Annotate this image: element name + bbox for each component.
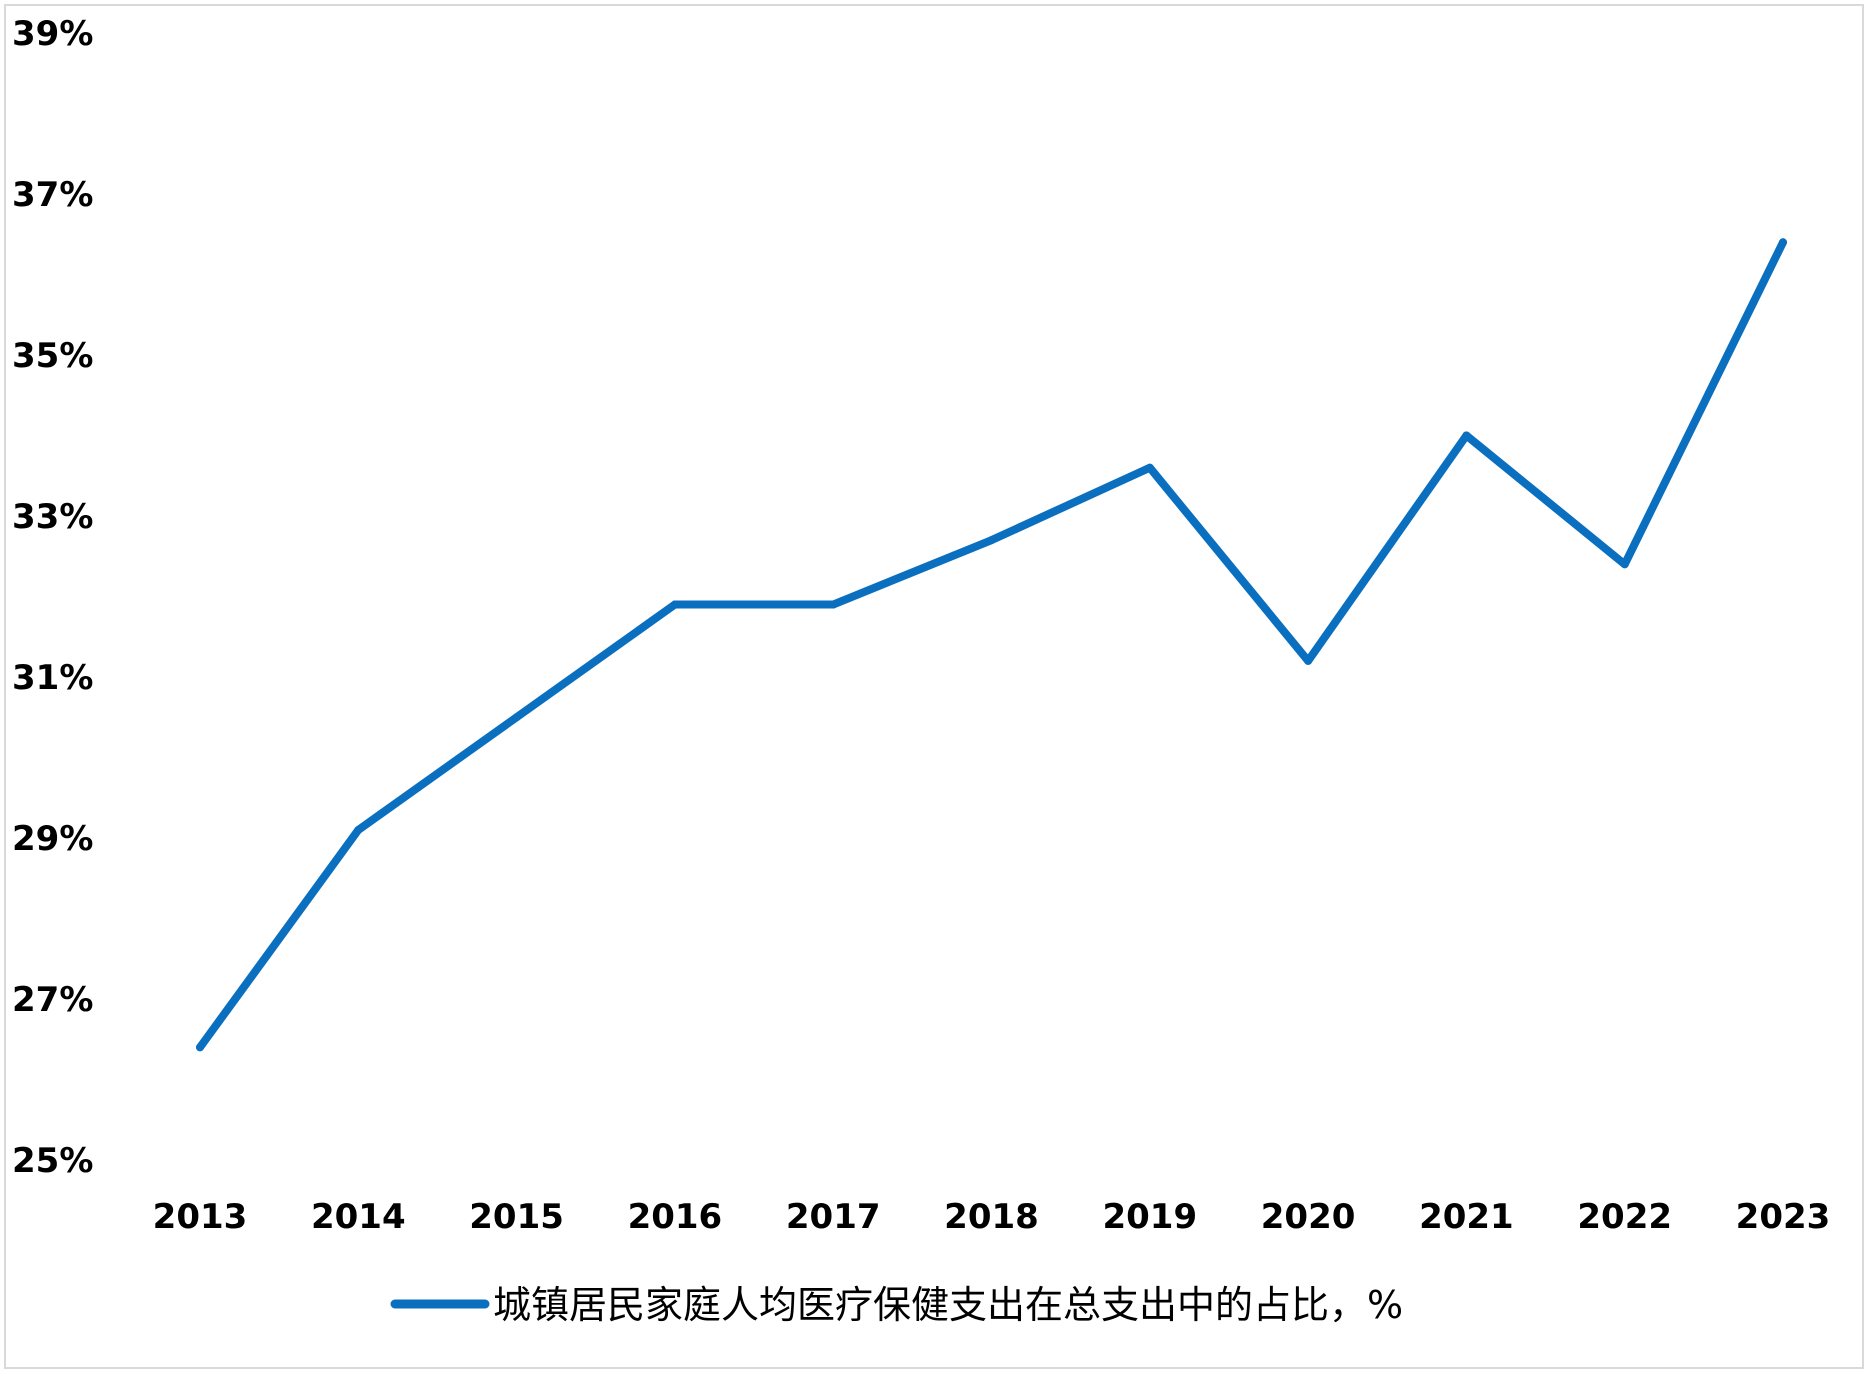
legend-label: 城镇居民家庭人均医疗保健支出在总支出中的占比，% — [493, 1283, 1403, 1327]
data-point — [1304, 656, 1313, 665]
y-tick-label: 35% — [12, 336, 93, 376]
legend: 城镇居民家庭人均医疗保健支出在总支出中的占比，% — [390, 1283, 1403, 1327]
x-tick-label: 2015 — [469, 1197, 564, 1237]
y-axis-tick-labels: 25% 27% 29% 31% 33% 35% 37% 39% — [12, 14, 93, 1181]
x-tick-label: 2014 — [311, 1197, 406, 1237]
data-point — [670, 600, 679, 609]
x-tick-label: 2020 — [1261, 1197, 1356, 1237]
x-tick-label: 2023 — [1736, 1197, 1831, 1237]
y-tick-label: 27% — [12, 980, 93, 1020]
data-point — [1462, 431, 1471, 440]
x-tick-label: 2018 — [944, 1197, 1039, 1237]
y-tick-label: 37% — [12, 175, 93, 215]
x-tick-label: 2022 — [1577, 1197, 1672, 1237]
data-points — [196, 238, 1787, 1052]
x-tick-label: 2013 — [153, 1197, 248, 1237]
data-point — [1779, 238, 1787, 247]
chart-frame — [4, 4, 1864, 1369]
data-point — [196, 1043, 204, 1052]
x-tick-label: 2016 — [628, 1197, 723, 1237]
data-point — [829, 600, 838, 609]
y-tick-label: 25% — [12, 1141, 93, 1181]
y-tick-label: 39% — [12, 14, 93, 54]
y-tick-label: 31% — [12, 658, 93, 698]
data-point — [354, 825, 363, 834]
data-point — [512, 713, 521, 722]
data-point — [987, 536, 996, 545]
y-tick-label: 33% — [12, 497, 93, 537]
x-tick-label: 2017 — [786, 1197, 881, 1237]
y-tick-label: 29% — [12, 819, 93, 859]
data-point — [1145, 463, 1154, 472]
data-point — [1620, 560, 1629, 569]
series-line — [196, 238, 1787, 1052]
x-axis-tick-labels: 2013 2014 2015 2016 2017 2018 2019 2020 2021 2022… — [153, 1197, 1831, 1237]
x-tick-label: 2021 — [1419, 1197, 1514, 1237]
x-tick-label: 2019 — [1102, 1197, 1197, 1237]
